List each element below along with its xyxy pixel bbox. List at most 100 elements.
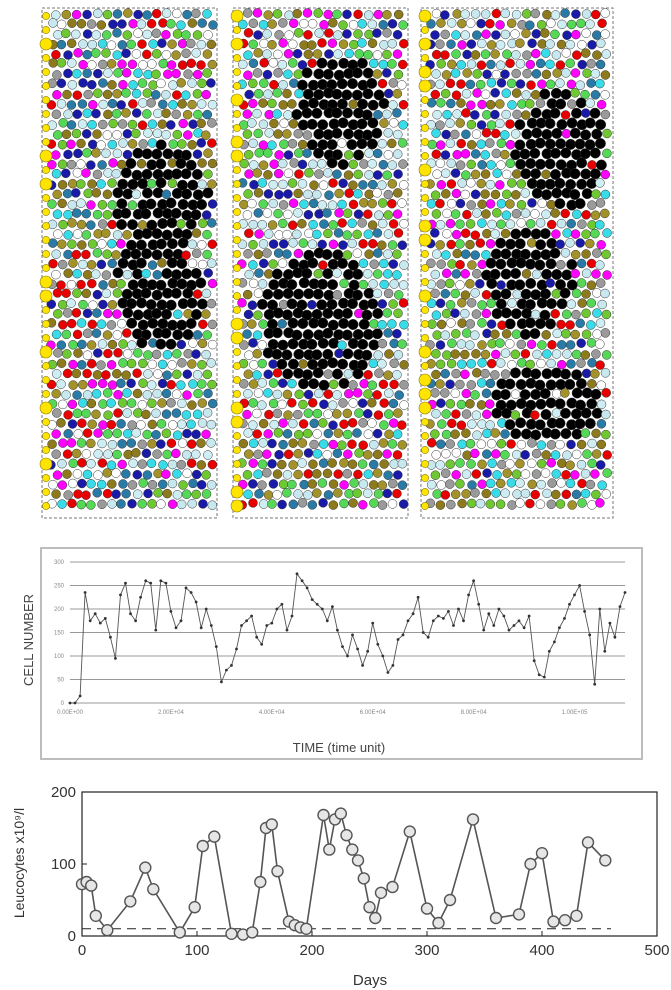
stem-cell: [42, 390, 50, 398]
cell: [186, 458, 197, 468]
cell: [257, 400, 267, 410]
cell-number-point: [119, 593, 122, 597]
cell: [137, 39, 147, 49]
cell: [81, 490, 91, 500]
cell: [247, 300, 258, 310]
cell: [68, 258, 78, 268]
cell: [331, 127, 343, 139]
cell: [397, 59, 408, 70]
cell: [101, 228, 111, 239]
cell: [389, 358, 399, 369]
cell: [389, 279, 399, 289]
cell: [191, 349, 201, 359]
cell: [373, 410, 384, 420]
cell: [207, 158, 218, 169]
cell: [82, 350, 93, 360]
cell: [397, 138, 408, 148]
cell: [126, 317, 138, 329]
leucocytes-xtick-label: 0: [78, 942, 86, 959]
cell: [272, 9, 283, 19]
cell: [122, 230, 132, 240]
cell: [136, 337, 148, 349]
cell-number-point: [492, 624, 496, 627]
cell: [91, 389, 102, 399]
cell: [97, 219, 108, 229]
cell: [283, 189, 293, 199]
leucocytes-point: [101, 923, 114, 937]
cell: [258, 239, 269, 249]
cell-simulation-panels: [39, 7, 614, 519]
cell: [132, 469, 143, 480]
cell: [196, 99, 207, 109]
cell: [278, 38, 288, 48]
cell: [342, 408, 353, 419]
cell: [398, 280, 409, 290]
cell: [118, 479, 128, 489]
cell: [172, 369, 182, 380]
cell: [136, 19, 147, 29]
cell: [185, 318, 197, 329]
cell: [161, 229, 173, 241]
cell: [135, 257, 147, 269]
cell: [76, 438, 87, 448]
cell: [172, 129, 183, 140]
cell: [384, 388, 394, 398]
cell: [77, 418, 87, 428]
cell: [107, 178, 117, 188]
cell: [122, 149, 133, 160]
cell: [314, 388, 324, 399]
cell-number-point: [199, 626, 203, 630]
cell: [392, 328, 402, 339]
cell: [71, 249, 82, 260]
cell: [121, 370, 131, 380]
cell: [282, 88, 292, 99]
leucocytes-point: [323, 843, 336, 856]
cell: [71, 208, 82, 218]
cell: [307, 398, 318, 408]
cell: [203, 148, 213, 158]
cell-number-point: [361, 664, 364, 667]
cell: [372, 170, 383, 180]
cell: [151, 148, 163, 160]
cell: [284, 30, 294, 40]
cell-number-point: [366, 649, 370, 653]
cell: [156, 419, 167, 429]
cell: [188, 338, 198, 348]
cell-number-point: [351, 633, 354, 637]
cell: [86, 500, 96, 510]
cell: [268, 259, 278, 269]
cell: [91, 328, 102, 338]
cell: [392, 29, 403, 40]
cell: [92, 248, 103, 258]
leucocytes-xtick-label: 100: [184, 942, 209, 959]
cell: [257, 279, 268, 289]
cell: [146, 18, 157, 29]
cell: [77, 99, 88, 109]
cell: [298, 399, 308, 410]
cell: [206, 258, 217, 268]
cell: [341, 329, 353, 341]
cell: [393, 350, 404, 360]
cell: [333, 49, 343, 59]
cell: [51, 329, 62, 340]
leucocytes-point: [512, 908, 526, 921]
cell: [76, 159, 86, 169]
cell: [262, 49, 272, 59]
cell: [206, 298, 217, 309]
cell: [91, 48, 101, 58]
cell: [244, 89, 254, 100]
cell-number-point: [164, 581, 168, 585]
cell-number-point: [235, 647, 238, 651]
stem-cell: [39, 37, 53, 51]
cell: [166, 60, 177, 70]
cell: [383, 189, 394, 200]
cell: [108, 118, 118, 129]
cell: [146, 219, 158, 231]
cell: [161, 388, 172, 399]
cell: [206, 78, 216, 88]
cell: [161, 108, 171, 119]
leucocytes-point: [547, 915, 560, 928]
cell: [308, 97, 319, 109]
cell: [146, 380, 157, 390]
cell: [383, 210, 393, 220]
